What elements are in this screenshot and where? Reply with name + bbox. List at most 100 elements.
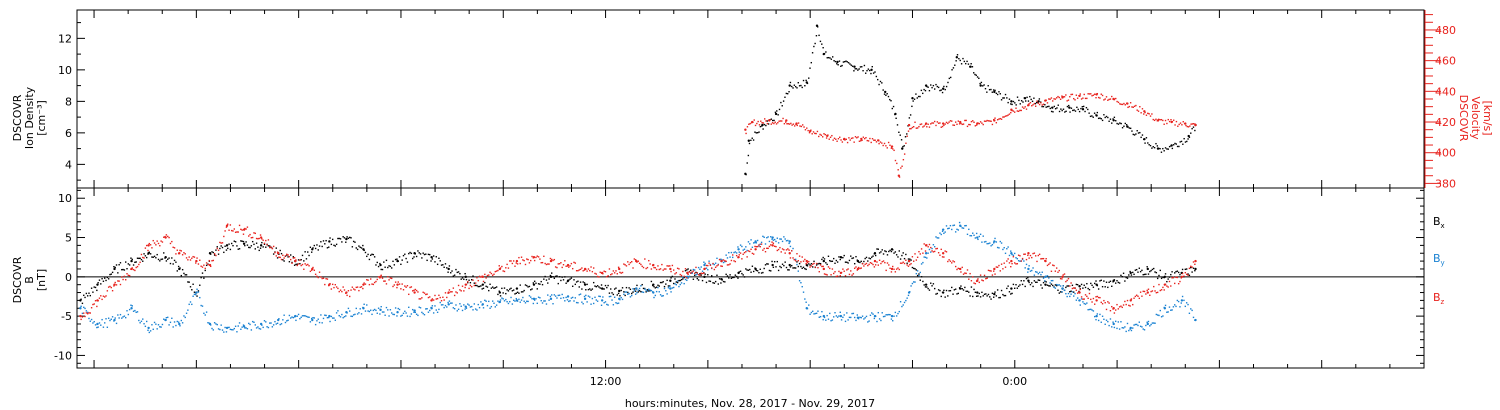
data-dot xyxy=(843,314,845,316)
data-dot xyxy=(566,299,569,301)
data-dot xyxy=(191,289,193,291)
data-dot xyxy=(814,42,816,45)
data-dot xyxy=(435,298,437,300)
data-dot xyxy=(988,88,991,91)
data-dot xyxy=(979,82,981,85)
data-dot xyxy=(486,286,489,288)
data-dot xyxy=(798,85,801,87)
data-dot xyxy=(649,289,651,291)
data-dot xyxy=(1185,268,1188,270)
data-dot xyxy=(570,277,573,279)
data-dot xyxy=(578,286,580,288)
data-dot xyxy=(822,265,824,268)
data-dot xyxy=(746,162,748,164)
data-dot xyxy=(1150,323,1152,326)
data-dot xyxy=(565,265,567,267)
data-dot xyxy=(1045,106,1047,108)
data-dot xyxy=(265,321,267,323)
data-dot xyxy=(389,309,392,311)
data-dot xyxy=(1166,148,1168,150)
data-dot xyxy=(739,270,742,272)
data-dot xyxy=(1086,302,1088,304)
data-dot xyxy=(1027,100,1030,102)
data-dot xyxy=(832,56,834,58)
data-dot xyxy=(1133,134,1136,136)
data-dot xyxy=(944,296,946,298)
data-dot xyxy=(923,243,925,245)
data-dot xyxy=(935,83,937,86)
data-dot xyxy=(515,297,517,300)
data-dot xyxy=(971,66,974,68)
data-dot xyxy=(822,256,824,259)
data-dot xyxy=(920,123,923,125)
data-point xyxy=(853,65,856,68)
data-dot xyxy=(773,119,775,122)
data-dot xyxy=(1104,286,1106,288)
data-point xyxy=(873,252,877,255)
data-dot xyxy=(1048,285,1050,287)
data-dot xyxy=(610,288,612,290)
data-dot xyxy=(760,272,763,274)
data-point xyxy=(1095,114,1098,117)
data-dot xyxy=(171,257,173,259)
data-dot xyxy=(207,263,209,266)
data-dot xyxy=(547,294,549,296)
data-dot xyxy=(995,122,998,124)
data-dot xyxy=(81,316,84,318)
data-dot xyxy=(384,266,386,268)
data-dot xyxy=(905,253,907,256)
data-dot xyxy=(787,248,789,250)
data-dot xyxy=(638,262,641,265)
data-dot xyxy=(746,256,748,258)
data-dot xyxy=(196,257,198,259)
data-dot xyxy=(633,288,636,290)
data-dot xyxy=(1189,125,1191,127)
data-dot xyxy=(455,291,457,293)
data-dot xyxy=(888,250,890,253)
data-dot xyxy=(881,249,883,251)
data-dot xyxy=(473,282,476,284)
data-dot xyxy=(1058,110,1061,113)
data-dot xyxy=(276,257,279,259)
data-dot xyxy=(603,288,605,290)
data-dot xyxy=(674,283,676,285)
data-dot xyxy=(813,260,815,263)
data-dot xyxy=(442,304,444,306)
data-dot xyxy=(890,250,893,253)
panel2-ylabel-3: [nT] xyxy=(35,269,48,291)
data-dot xyxy=(426,259,428,262)
data-dot xyxy=(1015,284,1017,286)
data-dot xyxy=(1042,281,1045,284)
data-dot xyxy=(830,58,833,60)
data-dot xyxy=(675,272,678,274)
data-dot xyxy=(960,285,962,287)
data-dot xyxy=(1073,291,1075,293)
data-dot xyxy=(203,264,205,266)
data-dot xyxy=(667,287,670,289)
data-dot xyxy=(248,322,250,325)
data-dot xyxy=(974,237,977,239)
data-dot xyxy=(1048,277,1050,279)
data-dot xyxy=(1037,279,1040,281)
data-dot xyxy=(548,263,550,265)
data-dot xyxy=(1181,295,1184,298)
data-point xyxy=(993,292,996,296)
data-dot xyxy=(337,237,339,240)
data-dot xyxy=(717,264,719,266)
data-dot xyxy=(843,270,845,272)
data-dot xyxy=(142,318,144,320)
data-dot xyxy=(953,124,956,126)
data-dot xyxy=(367,279,369,281)
data-dot xyxy=(770,244,772,246)
data-dot xyxy=(977,238,979,241)
data-dot xyxy=(397,307,399,310)
data-dot xyxy=(1117,101,1120,104)
data-dot xyxy=(704,262,706,265)
data-dot xyxy=(471,279,473,281)
data-point xyxy=(1061,96,1064,99)
data-dot xyxy=(370,278,372,280)
data-dot xyxy=(778,120,780,122)
data-dot xyxy=(967,63,970,65)
data-dot xyxy=(392,313,394,316)
data-dot xyxy=(321,245,323,248)
